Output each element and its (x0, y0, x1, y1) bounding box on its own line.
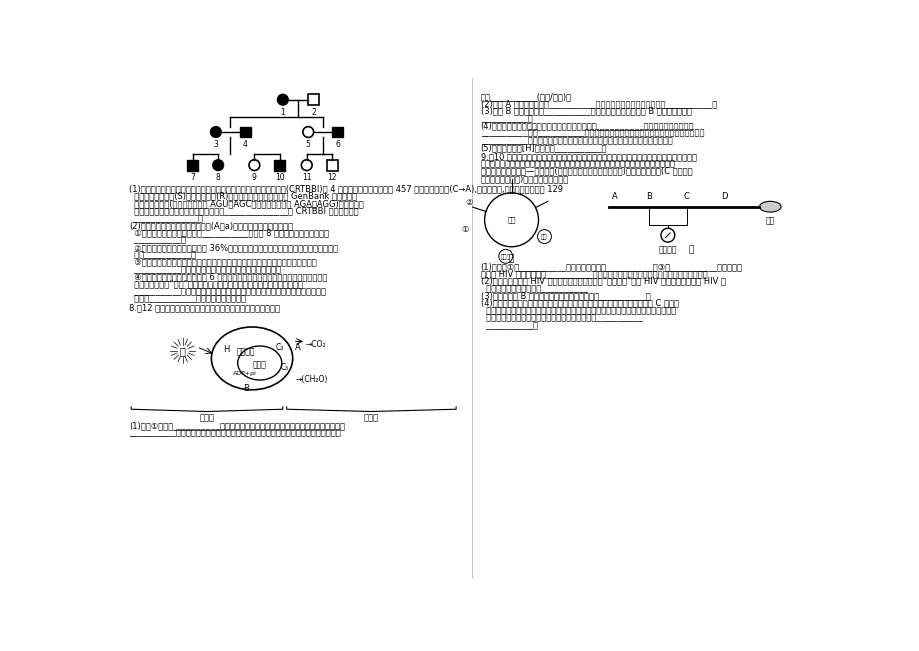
Text: ___________，基因组信息对于人类疾病的诊治有重要意义，人类基因组计划至: ___________，基因组信息对于人类疾病的诊治有重要意义，人类基因组计划至 (129, 287, 325, 296)
Bar (326, 159, 337, 171)
Bar (240, 127, 250, 137)
Text: 上的兴奋传导是单向的。请评价该结论的正确性：___________: 上的兴奋传导是单向的。请评价该结论的正确性：___________ (481, 313, 642, 322)
Circle shape (212, 159, 223, 171)
Text: B: B (645, 192, 652, 201)
Text: ③针对这种遗传性白内障的特点，为避免先天遗传性白内障患儿的出生，主要采取: ③针对这种遗传性白内障的特点，为避免先天遗传性白内障患儿的出生，主要采取 (129, 258, 316, 266)
Text: D: D (720, 192, 727, 201)
Text: A: A (611, 192, 617, 201)
Text: 微电流计: 微电流计 (658, 245, 676, 254)
Text: _______________。: _______________。 (129, 214, 202, 223)
Text: 8: 8 (216, 173, 221, 182)
Circle shape (210, 127, 221, 137)
Text: ___________。: ___________。 (481, 114, 532, 123)
Text: ④另据报道，广东一家祖孙三代 6 人曾同患先天遗传性白内障，母亲是患者，而且患: ④另据报道，广东一家祖孙三代 6 人曾同患先天遗传性白内障，母亲是患者，而且患 (129, 272, 327, 281)
Text: 溶酶体: 溶酶体 (500, 255, 510, 260)
Text: 色素分子: 色素分子 (236, 348, 255, 357)
Text: 2: 2 (311, 108, 316, 117)
Text: (1)图甲中①是___________细胞，判断依据是___________。③是___________细胞，若人: (1)图甲中①是___________细胞，判断依据是___________。③… (481, 262, 742, 271)
Text: ADP+ρi: ADP+ρi (233, 371, 256, 376)
Text: (4)图中所示色素分子中，可以吸收和转化光能的是___________分子，该分子主要吸收: (4)图中所示色素分子中，可以吸收和转化光能的是___________分子，该分… (481, 121, 694, 130)
Text: ___________和遗传咋询等优生措施进行准确检测和预防。: ___________和遗传咋询等优生措施进行准确检测和预防。 (129, 265, 280, 274)
Text: (1)图示①过程是___________，若图示为大豆的光合作用过程，则光反应进行的场所是: (1)图示①过程是___________，若图示为大豆的光合作用过程，则光反应进… (129, 421, 345, 430)
Text: (1)通过基因测序并与正常序列进行比较，发现编码晶状体蜃白的基因(CRTBBI)第 4 外显子一个等位基因的第 457 个碱基发生替换(C→A),形成杂合子,导: (1)通过基因测序并与正常序列进行比较，发现编码晶状体蜃白的基因(CRTBBI)… (129, 184, 562, 193)
Text: 断发生突变的基因中模板链的碱基变化是_______________， CRTBBI 基因的特点是: 断发生突变的基因中模板链的碱基变化是_______________， CRTBB… (129, 206, 358, 215)
Text: (3)图乙中刺激 B 点，若微电流计偏转两次，说明___________。: (3)图乙中刺激 B 点，若微电流计偏转两次，说明___________。 (481, 292, 650, 300)
Text: 4: 4 (243, 140, 247, 149)
Text: 多糖体: 多糖体 (253, 360, 267, 369)
Text: 3: 3 (213, 140, 218, 149)
Text: 肌肉: 肌肉 (765, 216, 774, 225)
Text: C₅: C₅ (280, 363, 289, 372)
Text: 7: 7 (190, 173, 195, 182)
Text: 囊泡: 囊泡 (540, 234, 547, 240)
Text: 暗反应: 暗反应 (364, 413, 379, 422)
Text: 特异性免疫反应的某个阶段，图乙是为了研究兴奋在神经元突触上的传导是单向的还是双: 特异性免疫反应的某个阶段，图乙是为了研究兴奋在神经元突触上的传导是单向的还是双 (481, 159, 675, 169)
Bar (187, 159, 198, 171)
Text: 11: 11 (301, 173, 312, 182)
Text: 9.（10 分）内环境的稳态是由神经系统、内分泌系统和免疫系统共同维持的。下图甲表示人体: 9.（10 分）内环境的稳态是由神经系统、内分泌系统和免疫系统共同维持的。下图甲… (481, 152, 696, 161)
Text: (2)上图是某家府白内障的一种遗传(A、a)系谱图，请回答下列问题：: (2)上图是某家府白内障的一种遗传(A、a)系谱图，请回答下列问题： (129, 221, 292, 230)
Text: A: A (295, 343, 301, 352)
Text: 细胞: 细胞 (506, 217, 516, 223)
Text: 5: 5 (305, 140, 311, 149)
Text: C₃: C₃ (276, 343, 284, 352)
Text: 9: 9 (252, 173, 256, 182)
Text: 光: 光 (179, 346, 186, 355)
Text: ②: ② (465, 199, 472, 208)
Text: 光反应: 光反应 (199, 413, 214, 422)
Text: 苗研制难以成功的原因是___________: 苗研制难以成功的原因是___________ (481, 284, 587, 293)
Text: 1: 1 (280, 108, 285, 117)
Text: (2)图中 A 所代表的物质是___________，该物质进入植物细胞的方式是___________。: (2)图中 A 所代表的物质是___________，该物质进入植物细胞的方式是… (481, 100, 716, 108)
Text: 向的，用新鲜的神经—肌肉标本(实验期间用生理盐水浸润标本)做成的实验装置(C 点位于两: 向的，用新鲜的神经—肌肉标本(实验期间用生理盐水浸润标本)做成的实验装置(C 点… (481, 167, 692, 176)
Ellipse shape (759, 201, 780, 212)
Circle shape (278, 94, 288, 105)
Text: ②某隔始封闭部落，该病患者达 36%，则一该病女性与其正常丈夫所生子女患该病的概: ②某隔始封闭部落，该病患者达 36%，则一该病女性与其正常丈夫所生子女患该病的概 (129, 243, 337, 252)
Text: 位氨基酸由丝氨酸(S)转变为精氨酸(R)。其余外显子的碱基序列与 GenBank 数据库中的: 位氨基酸由丝氨酸(S)转变为精氨酸(R)。其余外显子的碱基序列与 GenBank… (129, 191, 357, 201)
Text: 甲: 甲 (508, 255, 514, 264)
Text: 体受到 HIV 病毒的侵射，___________细胞最容易受到攻击，从而导致患者免疫功能丧失。: 体受到 HIV 病毒的侵射，___________细胞最容易受到攻击，从而导致患… (481, 270, 707, 279)
Text: ___________分子的含量会著著降低。可见镕是构成这种色素的重要组分之一。: ___________分子的含量会著著降低。可见镕是构成这种色素的重要组分之一。 (481, 136, 672, 145)
Text: 少应测___________条染色体的碱基序列。: 少应测___________条染色体的碱基序列。 (129, 294, 245, 303)
Text: 10: 10 (275, 173, 284, 182)
Text: 乙: 乙 (688, 245, 693, 254)
Text: C: C (683, 192, 689, 201)
Text: ___________细胞中的叶绿体；若图示为玉米的光合作用过程，则暗反应和光反应进行的: ___________细胞中的叶绿体；若图示为玉米的光合作用过程，则暗反应和光反… (129, 428, 340, 437)
Text: (4)某同学为了探究兴奋在神经纤维上的导导是单向的还是双向的，在图乙的 C 点给予: (4)某同学为了探究兴奋在神经纤维上的导导是单向的还是双向的，在图乙的 C 点给… (481, 299, 678, 308)
Bar (274, 159, 285, 171)
Text: 场所___________(相同/不同)。: 场所___________(相同/不同)。 (481, 92, 572, 101)
Text: 率是___________。: 率是___________。 (129, 250, 196, 259)
Text: 电极之间的正中心)。请据图回答问题：: 电极之间的正中心)。请据图回答问题： (481, 174, 568, 183)
Text: (5)光反应产生的[H]的作用是___________。: (5)光反应产生的[H]的作用是___________。 (481, 143, 607, 152)
Bar (332, 127, 343, 137)
Text: (2)有科学家预言， HIV 疫苗的研制成功的难度是“非常滥逢”，从 HIV 的遗传物质分析， HIV 疫: (2)有科学家预言， HIV 疫苗的研制成功的难度是“非常滥逢”，从 HIV 的… (481, 277, 725, 286)
Text: H: H (223, 344, 230, 353)
Text: →CO₂: →CO₂ (306, 340, 326, 349)
Text: B: B (243, 384, 248, 393)
Text: ___________光和___________光。将某植物在缺镕的培养液中连续培养一段时间后，: ___________光和___________光。将某植物在缺镕的培养液中连续… (481, 128, 703, 137)
Text: 12: 12 (327, 173, 336, 182)
Text: 8.（12 分）下图是植物光合作用过程示意图，请据图回答问题：: 8.（12 分）下图是植物光合作用过程示意图，请据图回答问题： (129, 303, 279, 312)
Text: ___________。: ___________。 (129, 236, 186, 245)
Text: ___________。: ___________。 (481, 321, 538, 329)
Text: 者所生子女无一“幸免”。据此可以推测，这种疾病在该家居中的遗传方式是: 者所生子女无一“幸免”。据此可以推测，这种疾病在该家居中的遗传方式是 (129, 279, 302, 288)
Text: 6: 6 (335, 140, 340, 149)
Text: →(CH₂O): →(CH₂O) (295, 376, 327, 384)
Text: (3)图中 B 的结构简式是___________，植物叶肉组织中能产生 B 物质的细胞器是: (3)图中 B 的结构简式是___________，植物叶肉组织中能产生 B 物… (481, 107, 691, 116)
Text: ①: ① (461, 225, 469, 234)
Bar (308, 94, 319, 105)
Text: 正常序列一致。(丝氨酸密码子是 AGU、AGC，精氨酸密码子是 AGA、AGG)。据此可判: 正常序列一致。(丝氨酸密码子是 AGU、AGC，精氨酸密码子是 AGA、AGG)… (129, 199, 363, 208)
Text: ①该病在该家族的遗传方式是___________，图中 8 号个体的基因型及比例为: ①该病在该家族的遗传方式是___________，图中 8 号个体的基因型及比例… (129, 229, 329, 237)
Text: 一定的刺激引起了肌肉收缩，而微电流计并没有发生偏转，使得其得出结论：神经纤维: 一定的刺激引起了肌肉收缩，而微电流计并没有发生偏转，使得其得出结论：神经纤维 (481, 306, 675, 315)
